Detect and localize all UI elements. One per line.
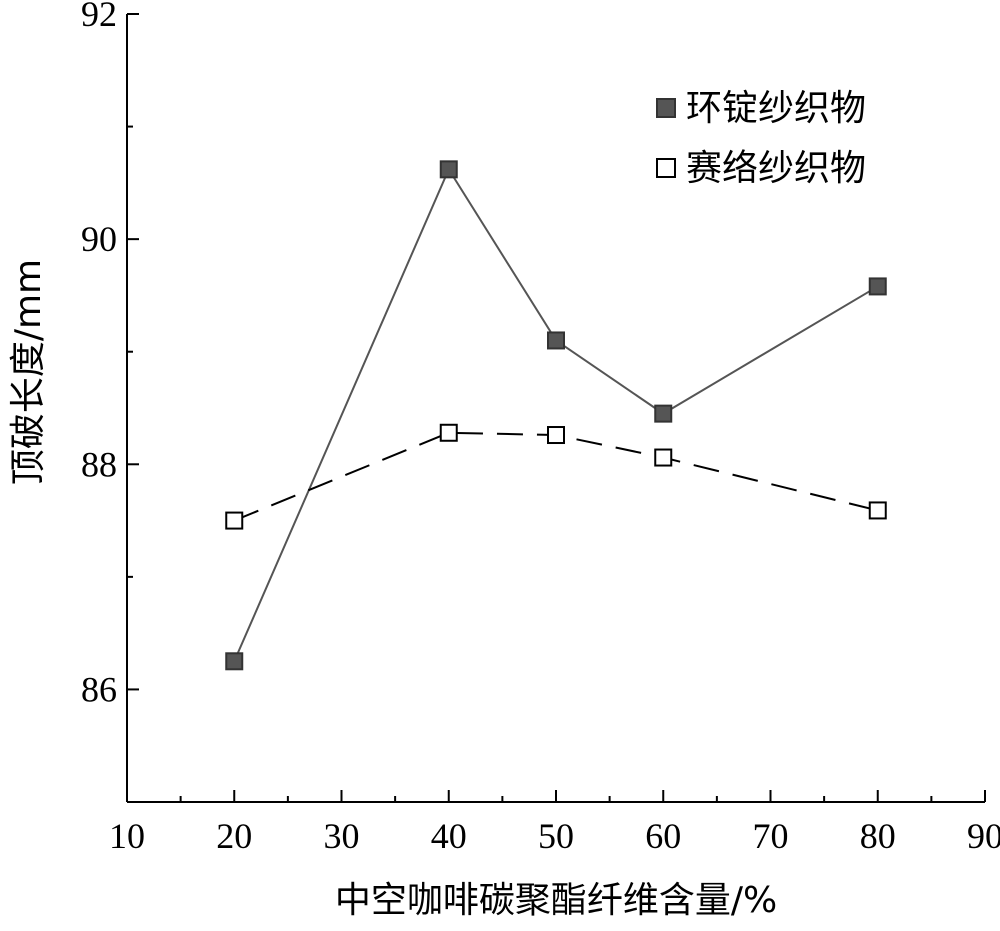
legend-marker-siro (656, 158, 676, 178)
series-0-point (547, 331, 565, 350)
x-tick-label: 10 (109, 816, 145, 856)
y-tick-label: 86 (81, 669, 117, 709)
series-1-point (654, 448, 673, 467)
axes (126, 14, 985, 803)
legend: 环锭纱织物 赛络纱织物 (656, 88, 866, 189)
series-0-point (868, 277, 887, 296)
x-axis-title: 中空咖啡碳聚酯纤维含量/% (335, 880, 777, 921)
x-tick-label: 30 (324, 816, 360, 856)
series-0-point (439, 160, 458, 179)
series-1-point (225, 511, 244, 530)
legend-label-siro: 赛络纱织物 (686, 148, 866, 189)
series-0-point (654, 404, 673, 423)
series-line-0 (233, 167, 879, 662)
x-tick-label: 20 (216, 816, 252, 856)
series-1-point (868, 501, 887, 520)
x-tick-label: 80 (860, 816, 896, 856)
series-0-point (225, 652, 244, 671)
y-tick-label: 90 (81, 219, 117, 259)
legend-label-ring-spindle: 环锭纱织物 (686, 88, 866, 129)
y-ticks: 86 88 90 92 (81, 0, 139, 803)
series-1-point (547, 426, 565, 445)
series-1-point (439, 423, 458, 442)
series-layer (225, 160, 887, 671)
y-tick-label: 88 (81, 444, 117, 484)
series-line-1 (233, 431, 878, 522)
x-tick-label: 60 (645, 816, 681, 856)
legend-marker-ring-spindle (656, 98, 676, 118)
x-tick-label: 70 (753, 816, 789, 856)
x-tick-label: 90 (967, 816, 1000, 856)
x-ticks: 10 20 30 40 50 60 70 80 90 (109, 790, 1000, 856)
x-tick-label: 40 (431, 816, 467, 856)
x-tick-label: 50 (538, 816, 574, 856)
y-axis-title: 顶破长度/mm (8, 259, 49, 485)
y-tick-label: 92 (81, 0, 117, 34)
